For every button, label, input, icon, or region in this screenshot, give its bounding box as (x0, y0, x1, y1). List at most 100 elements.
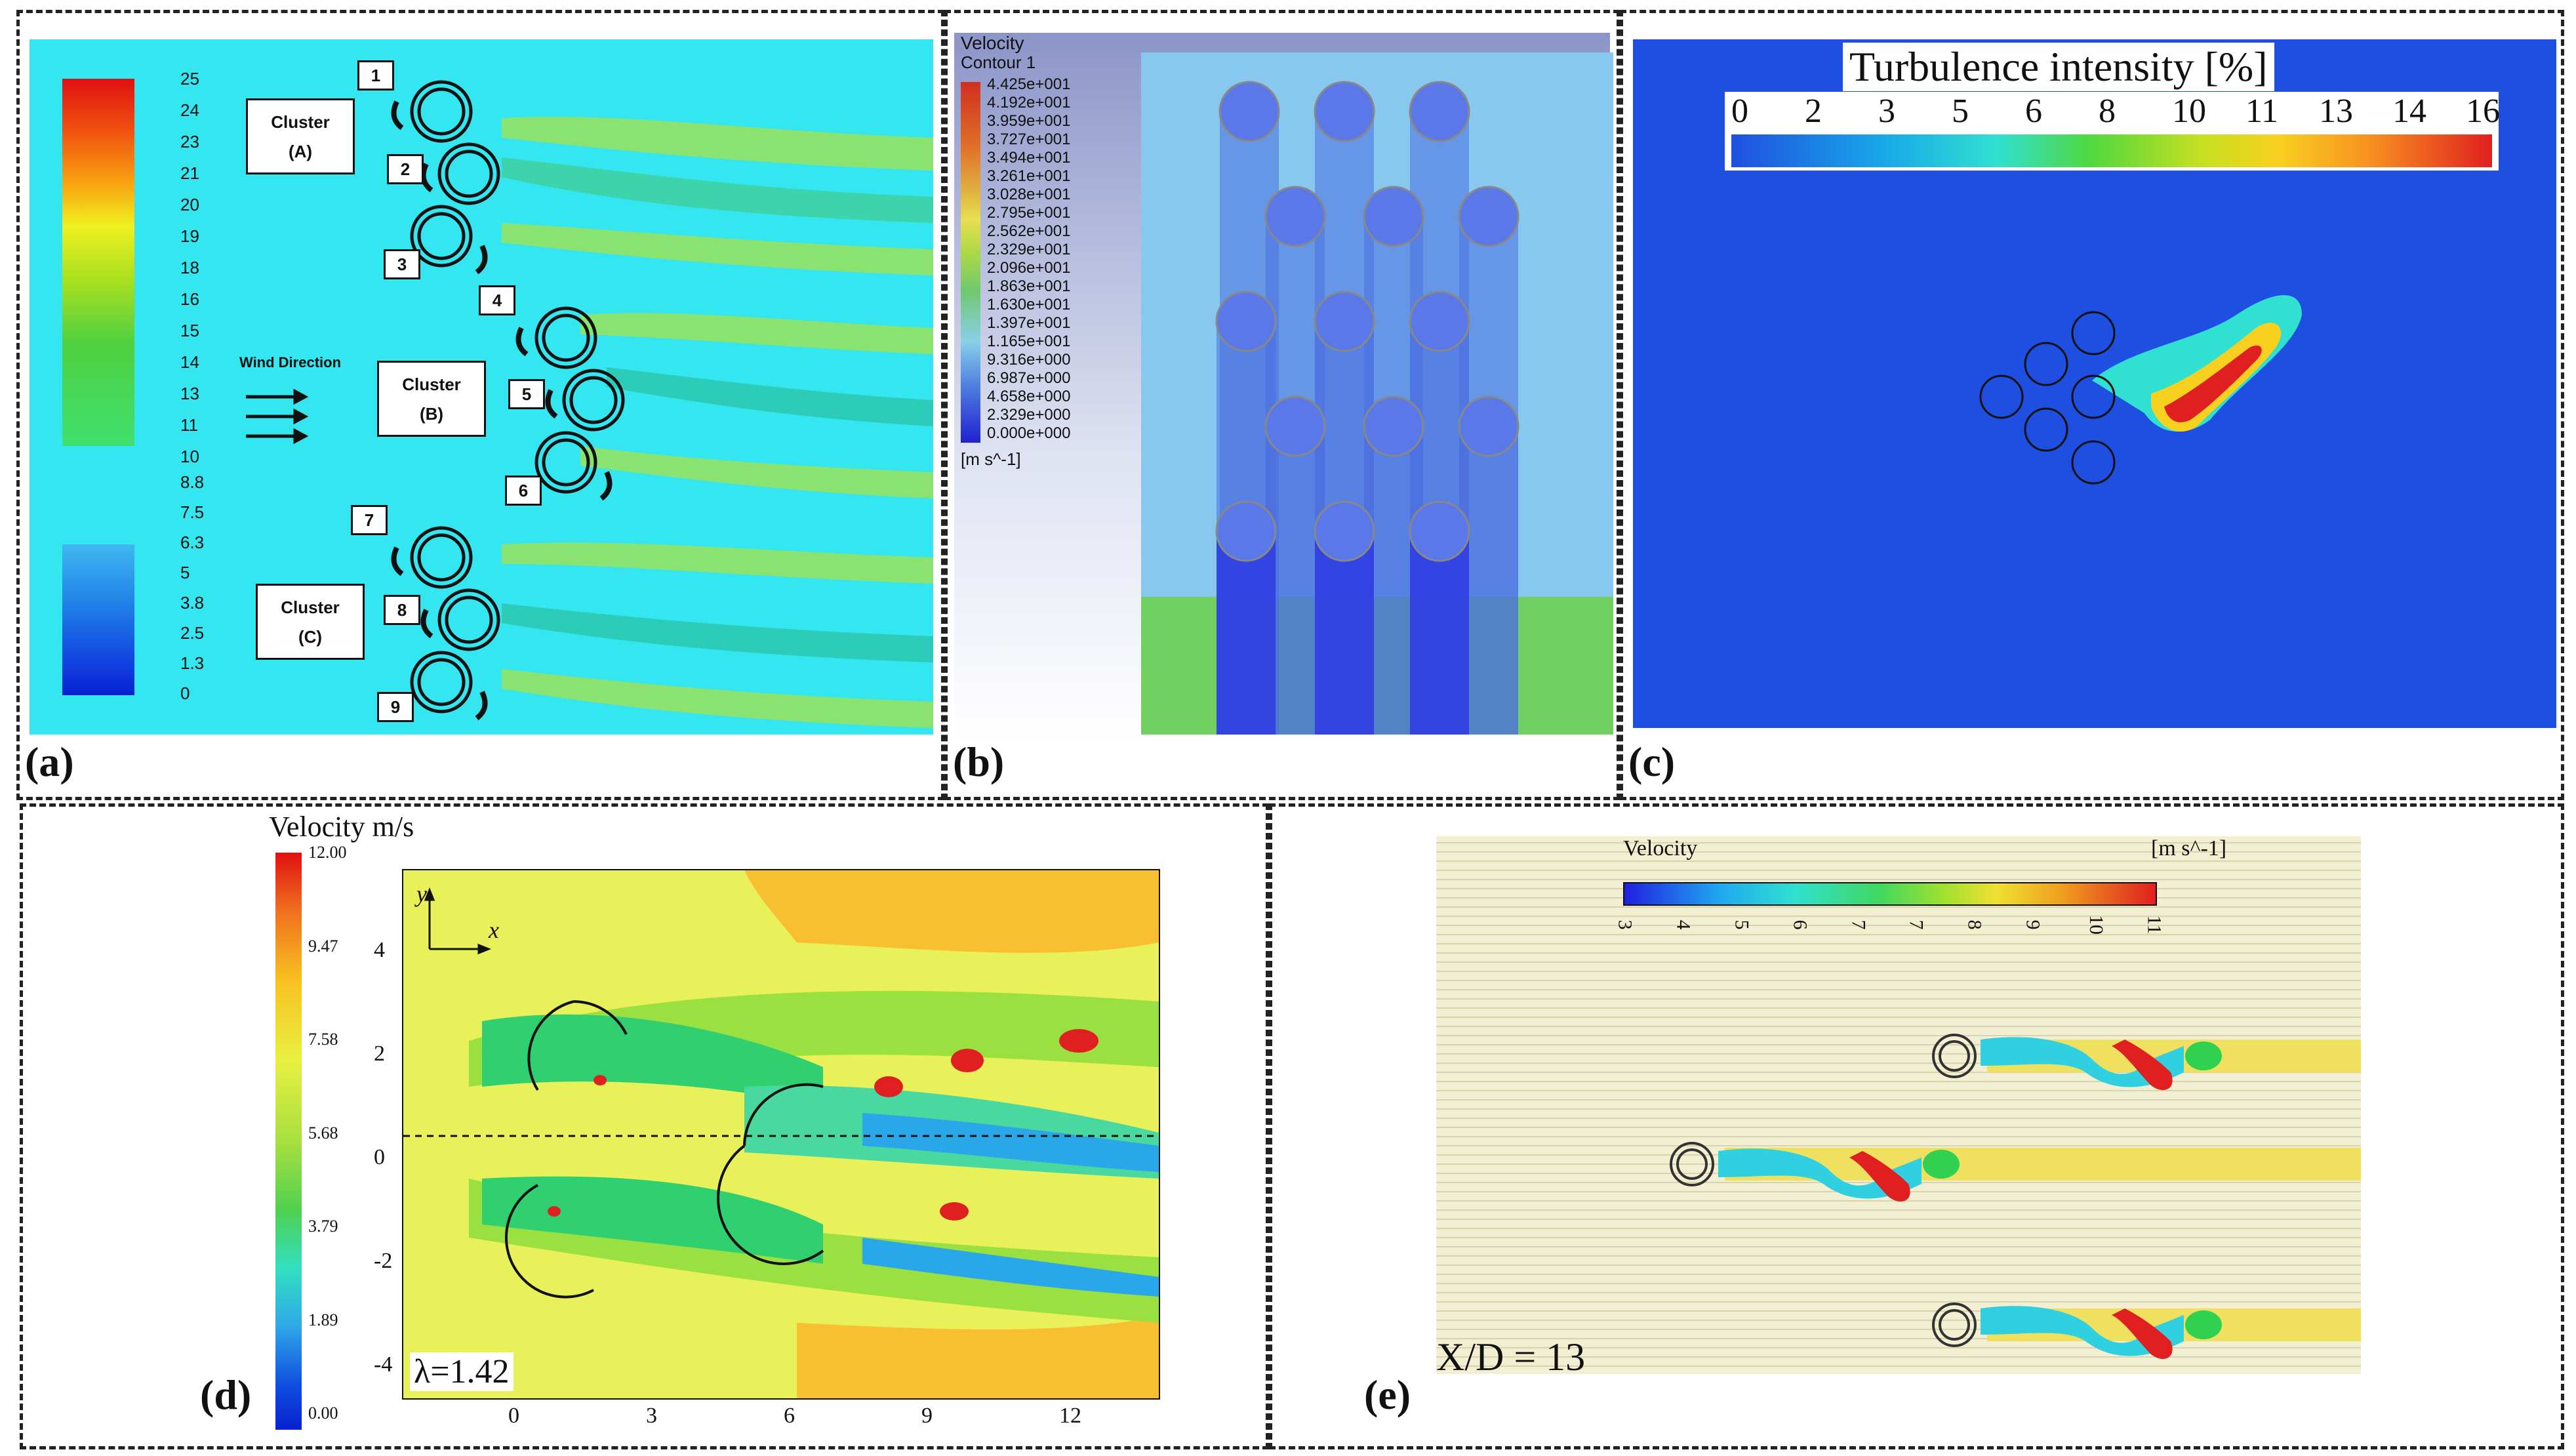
legend-value-d: 12.00 (308, 843, 347, 862)
legend-bar-b (961, 82, 980, 443)
legend-value-d: 0.00 (308, 1404, 338, 1423)
legend-bar-a (62, 79, 134, 446)
turbulence-title: Turbulence intensity [%] (1843, 43, 2274, 91)
turbine-b (1458, 186, 1519, 247)
legend-value-a: 20 (180, 195, 199, 214)
cluster-c-box: Cluster (C) (256, 584, 365, 660)
colorbar-tick-c: 11 (2245, 92, 2279, 130)
colorbar-tick-c: 16 (2466, 92, 2500, 130)
cluster-c-title: Cluster (281, 597, 340, 617)
legend-value-a: 0 (180, 683, 190, 703)
turbine-b (1363, 395, 1424, 457)
legend-value-d: 1.89 (308, 1310, 338, 1329)
legend-value-a: 19 (180, 226, 199, 246)
wake-b (1315, 531, 1374, 735)
x-tick-d: 0 (508, 1404, 519, 1428)
turbine-b (1314, 81, 1375, 142)
y-tick-d: -2 (374, 1249, 393, 1273)
x-tick-d: 6 (784, 1404, 795, 1428)
turbine-b (1458, 395, 1519, 457)
colorbar-tick-e: 7 (1847, 920, 1870, 930)
panel-e-plot: Velocity [m s^-1] 3 4 5 6 7 7 8 9 10 11 X/D = 13 (1436, 836, 2361, 1374)
turbine-number-8: 8 (384, 595, 420, 625)
legend-value-a: 13 (180, 384, 199, 403)
legend-value-b: 2.329e+000 (987, 406, 1071, 424)
unit-e: [m s^-1] (2151, 836, 2227, 860)
y-tick-d: 4 (374, 938, 385, 962)
wake-b (1217, 531, 1276, 735)
colorbar-gradient-c (1731, 134, 2492, 167)
legend-value-a: 14 (180, 352, 199, 372)
legend-value-b: 2.795e+001 (987, 204, 1071, 222)
panel-a-plot: 25 24 23 21 20 19 18 16 15 14 13 11 10 8.8 7.5 6.3 5 3.8 2… (30, 39, 933, 735)
legend-value-b: 4.192e+001 (987, 94, 1071, 111)
legend-bar-a-low (62, 544, 134, 695)
legend-value-b: 9.316e+000 (987, 351, 1071, 369)
velocity-title-d: Velocity m/s (269, 811, 414, 843)
x-tick-d: 3 (646, 1404, 657, 1428)
legend-value-d: 7.58 (308, 1030, 338, 1049)
turbine-b (1264, 395, 1326, 457)
legend-value-b: 1.397e+001 (987, 314, 1071, 332)
velocity-title-e: Velocity (1623, 836, 1698, 860)
panel-d-label: (d) (200, 1371, 252, 1418)
cluster-a-title: Cluster (271, 112, 330, 132)
colorbar-tick-c: 3 (1878, 92, 1895, 130)
legend-value-b: 2.329e+001 (987, 241, 1071, 258)
wake-contour-a (246, 80, 933, 728)
legend-value-a: 10 (180, 447, 199, 466)
turbine-number-5: 5 (508, 379, 545, 409)
colorbar-tick-c: 10 (2172, 92, 2206, 130)
turbine-b (1215, 291, 1277, 352)
legend-value-a: 18 (180, 258, 199, 277)
x-tick-d: 9 (921, 1404, 933, 1428)
cluster-c-sub: (C) (298, 627, 323, 647)
legend-value-b: 3.494e+001 (987, 149, 1071, 167)
y-tick-d: 2 (374, 1041, 385, 1066)
turbine-b (1409, 500, 1470, 562)
xd-caption: X/D = 13 (1436, 1335, 1586, 1374)
legend-value-a: 23 (180, 132, 199, 152)
contour-subtitle-b: Contour 1 (961, 52, 1036, 72)
legend-value-b: 6.987e+000 (987, 369, 1071, 387)
turbine-b (1264, 186, 1326, 247)
panel-a-label: (a) (25, 738, 74, 785)
panel-d-plot: y x λ=1.42 (402, 869, 1160, 1400)
colorbar-tick-c: 5 (1952, 92, 1969, 130)
legend-value-d: 9.47 (308, 936, 338, 956)
colorbar-tick-c: 14 (2392, 92, 2426, 130)
legend-value-b: 3.028e+001 (987, 186, 1071, 203)
legend-value-b: 0.000e+000 (987, 424, 1071, 442)
x-tick-d: 12 (1059, 1404, 1081, 1428)
colorbar-tick-e: 3 (1614, 920, 1636, 930)
turbine-number-1: 1 (357, 60, 394, 91)
panel-c-label: (c) (1628, 738, 1676, 785)
legend-value-a: 25 (180, 69, 199, 89)
turbine-b (1363, 186, 1424, 247)
legend-value-b: 2.562e+001 (987, 222, 1071, 240)
colorbar-tick-c: 6 (2025, 92, 2042, 130)
colorbar-tick-c: 13 (2319, 92, 2353, 130)
panel-b-label: (b) (953, 738, 1005, 785)
panel-a: 25 24 23 21 20 19 18 16 15 14 13 11 10 8.8 7.5 6.3 5 3.8 2… (16, 10, 944, 800)
legend-value-b: 1.863e+001 (987, 277, 1071, 295)
legend-value-a: 21 (180, 163, 199, 183)
legend-value-a: 8.8 (180, 472, 205, 492)
legend-value-b: 4.658e+000 (987, 388, 1071, 405)
cluster-b-sub: (B) (419, 404, 444, 424)
turbine-number-6: 6 (505, 475, 542, 506)
legend-value-a: 6.3 (180, 533, 205, 552)
legend-value-b: 4.425e+001 (987, 75, 1071, 93)
turbine-number-2: 2 (387, 154, 424, 184)
turbine-b (1409, 291, 1470, 352)
colorbar-tick-c: 0 (1731, 92, 1748, 130)
axis-x-label: x (489, 917, 499, 943)
colorbar-tick-e: 11 (2143, 915, 2165, 935)
wind-direction-label: Wind Direction (239, 354, 342, 371)
colorbar-e (1623, 882, 2157, 906)
colorbar-c: 0 2 3 5 6 8 10 11 13 14 16 (1725, 92, 2500, 171)
cluster-b-box: Cluster (B) (377, 361, 486, 437)
turbine-number-7: 7 (351, 505, 388, 535)
colorbar-tick-c: 8 (2099, 92, 2116, 130)
legend-value-a: 24 (180, 100, 199, 120)
